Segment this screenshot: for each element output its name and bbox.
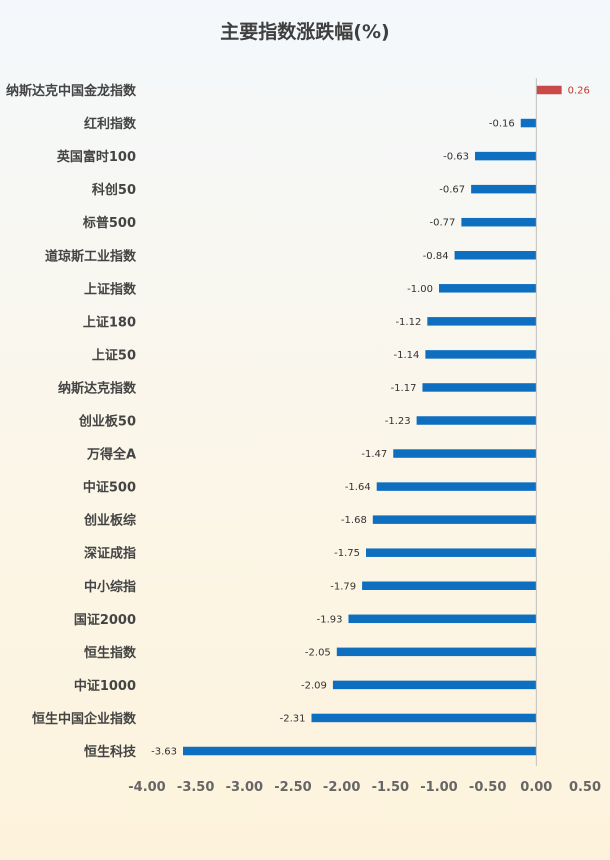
bar bbox=[336, 647, 537, 657]
bar bbox=[471, 184, 537, 194]
bar bbox=[439, 284, 537, 293]
data-label: -2.09 bbox=[301, 680, 327, 691]
data-label: -1.68 bbox=[341, 515, 367, 526]
bar bbox=[475, 151, 537, 161]
category-label: 恒生中国企业指数 bbox=[32, 711, 137, 727]
x-tick-label: -3.00 bbox=[226, 780, 263, 795]
bar bbox=[348, 614, 537, 624]
bar bbox=[362, 581, 537, 590]
bar bbox=[416, 416, 537, 425]
data-label: -1.64 bbox=[345, 482, 371, 493]
category-label: 纳斯达克中国金龙指数 bbox=[6, 83, 137, 99]
bar bbox=[461, 217, 537, 227]
category-label: 创业板50 bbox=[78, 414, 136, 430]
data-label: -1.23 bbox=[385, 416, 411, 427]
category-label: 中小综指 bbox=[84, 579, 136, 595]
category-label: 万得全A bbox=[86, 447, 136, 463]
data-label: -0.84 bbox=[423, 251, 449, 262]
bar bbox=[376, 482, 537, 491]
bar bbox=[422, 383, 537, 392]
data-label: -0.16 bbox=[489, 119, 515, 130]
bar bbox=[311, 713, 537, 723]
bar bbox=[454, 251, 537, 260]
bar bbox=[427, 317, 537, 326]
data-label: -1.00 bbox=[407, 284, 433, 295]
x-tick-label: -3.50 bbox=[177, 780, 214, 795]
x-tick-label: 0.50 bbox=[569, 780, 601, 795]
bar bbox=[366, 548, 537, 557]
category-label: 道琼斯工业指数 bbox=[45, 248, 137, 264]
category-label: 中证500 bbox=[83, 480, 136, 496]
data-label: -2.31 bbox=[280, 713, 306, 724]
chart-title: 主要指数涨跌幅(%) bbox=[220, 20, 389, 43]
data-label: -0.77 bbox=[430, 218, 456, 229]
bar bbox=[425, 350, 537, 359]
data-label: -1.75 bbox=[334, 548, 360, 559]
bar bbox=[372, 515, 537, 524]
bar bbox=[520, 118, 537, 128]
x-tick-label: 0.00 bbox=[520, 780, 552, 795]
category-label: 英国富时100 bbox=[56, 149, 136, 165]
category-label: 红利指数 bbox=[84, 116, 137, 132]
category-label: 创业板综 bbox=[83, 513, 136, 529]
category-label: 深证成指 bbox=[84, 546, 136, 562]
category-label: 上证指数 bbox=[84, 281, 137, 297]
data-label: -1.14 bbox=[393, 350, 419, 361]
data-label: -3.63 bbox=[151, 747, 177, 758]
category-label: 恒生科技 bbox=[84, 744, 137, 760]
data-label: -2.05 bbox=[305, 647, 331, 658]
data-label: -0.67 bbox=[439, 185, 465, 196]
x-tick-label: -2.50 bbox=[274, 780, 311, 795]
data-label: -0.63 bbox=[443, 152, 469, 163]
category-label: 标普500 bbox=[82, 215, 136, 231]
data-label: -1.79 bbox=[330, 581, 356, 592]
bar bbox=[536, 85, 562, 95]
bar bbox=[332, 680, 537, 690]
x-tick-label: -4.00 bbox=[128, 780, 165, 795]
data-label: 0.26 bbox=[568, 86, 590, 97]
category-label: 上证50 bbox=[92, 348, 136, 363]
category-label: 国证2000 bbox=[74, 613, 136, 628]
x-tick-label: -0.50 bbox=[469, 780, 506, 795]
x-tick-label: -1.00 bbox=[420, 780, 457, 795]
category-label: 纳斯达克指数 bbox=[58, 380, 137, 396]
category-label: 上证180 bbox=[83, 315, 136, 330]
category-label: 中证1000 bbox=[74, 678, 136, 694]
x-tick-label: -2.00 bbox=[323, 780, 360, 795]
category-label: 科创50 bbox=[92, 182, 136, 198]
data-label: -1.93 bbox=[317, 614, 343, 625]
bar bbox=[393, 449, 537, 458]
x-tick-label: -1.50 bbox=[372, 780, 409, 795]
bar bbox=[183, 746, 537, 756]
data-label: -1.17 bbox=[391, 383, 417, 394]
category-label: 恒生指数 bbox=[84, 645, 137, 661]
data-label: -1.47 bbox=[361, 449, 387, 460]
data-label: -1.12 bbox=[395, 317, 421, 328]
